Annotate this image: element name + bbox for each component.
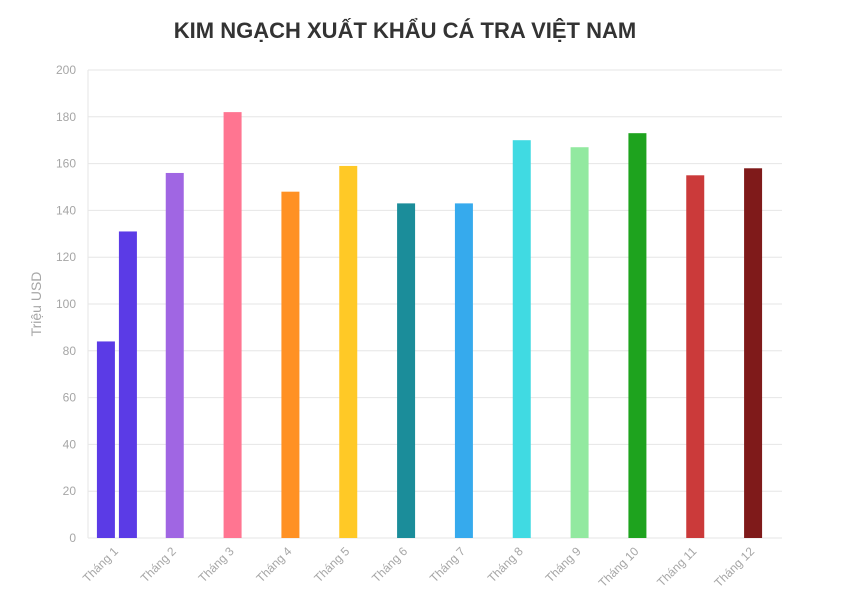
bar (281, 191, 300, 538)
y-tick-label: 120 (56, 250, 76, 264)
x-tick-label: Tháng 3 (196, 544, 237, 585)
x-tick-label: Tháng 7 (427, 544, 468, 585)
bar (628, 133, 647, 538)
x-tick-label: Tháng 9 (543, 544, 584, 585)
bar (397, 203, 416, 538)
bar (686, 175, 705, 539)
x-tick-label: Tháng 11 (654, 544, 699, 589)
y-tick-label: 80 (63, 344, 77, 358)
bar (454, 203, 473, 538)
x-tick-label: Tháng 8 (485, 544, 526, 585)
bar (96, 341, 115, 538)
y-tick-label: 20 (63, 484, 77, 498)
chart-title: KIM NGẠCH XUẤT KHẨU CÁ TRA VIỆT NAM (173, 18, 637, 43)
y-tick-label: 100 (56, 297, 76, 311)
x-tick-label: Tháng 6 (369, 544, 410, 585)
bar (744, 168, 763, 538)
y-tick-label: 40 (63, 437, 77, 451)
bar (570, 147, 589, 538)
x-tick-label: Tháng 12 (711, 544, 757, 590)
y-tick-label: 140 (56, 203, 76, 217)
y-axis-label: Triệu USD (28, 272, 44, 337)
bar (339, 165, 358, 538)
y-tick-label: 180 (56, 110, 76, 124)
bar (512, 140, 531, 538)
bar (118, 231, 137, 538)
x-tick-label: Tháng 4 (253, 544, 294, 585)
y-tick-label: 200 (56, 63, 76, 77)
x-tick-label: Tháng 5 (311, 544, 352, 585)
y-tick-label: 60 (63, 391, 77, 405)
x-tick-label: Tháng 10 (596, 544, 642, 590)
x-tick-label: Tháng 1 (80, 544, 121, 585)
x-tick-label: Tháng 2 (138, 544, 179, 585)
bar (165, 172, 184, 538)
bar (223, 112, 242, 539)
y-tick-label: 0 (69, 531, 76, 545)
y-tick-label: 160 (56, 157, 76, 171)
